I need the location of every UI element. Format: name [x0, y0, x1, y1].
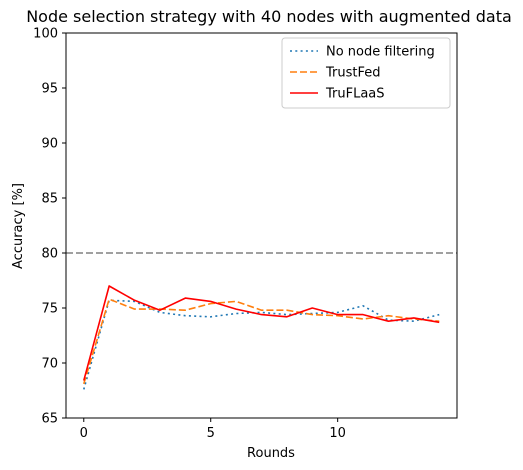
series-line-3 — [82, 285, 440, 381]
legend-box — [281, 37, 451, 109]
legend-label-3: TruFLaaS — [325, 87, 385, 102]
series-line-2 — [83, 298, 440, 385]
legend-label-2: TrustFed — [325, 66, 381, 81]
y-tick-label: 85 — [41, 192, 58, 207]
y-axis-label: Accuracy [%] — [11, 183, 26, 269]
series-layer — [82, 285, 440, 390]
y-tick-label: 70 — [41, 357, 58, 372]
axes-border — [65, 32, 458, 419]
y-axis-ticks: 65 70 75 80 85 90 95 100 — [33, 27, 66, 427]
series-line-1 — [83, 299, 440, 390]
y-tick-label: 90 — [41, 137, 58, 152]
y-tick-label: 80 — [41, 247, 58, 262]
y-tick-label: 75 — [41, 302, 58, 317]
legend: No node filtering TrustFed TruFLaaS — [281, 37, 451, 109]
y-tick-label: 95 — [41, 82, 58, 97]
x-tick-label: 5 — [207, 426, 215, 441]
y-tick-label: 65 — [41, 412, 58, 427]
x-tick-label: 10 — [329, 426, 346, 441]
chart-title: Node selection strategy with 40 nodes wi… — [26, 7, 512, 26]
x-axis-label: Rounds — [247, 446, 295, 461]
legend-label-1: No node filtering — [326, 45, 435, 60]
x-axis-ticks: 0 5 10 — [80, 418, 346, 441]
y-tick-label: 100 — [33, 27, 58, 42]
axes-frame — [65, 32, 458, 419]
x-tick-label: 0 — [80, 426, 88, 441]
